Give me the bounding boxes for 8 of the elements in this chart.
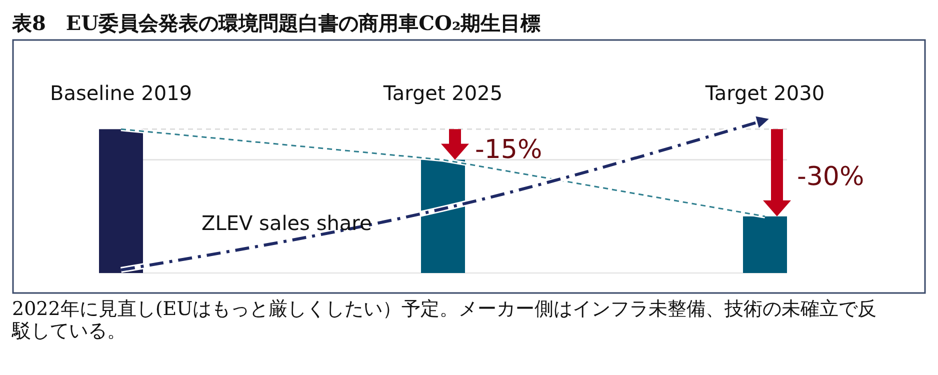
- annotation: -15%: [475, 134, 542, 165]
- annotation: -30%: [797, 162, 864, 192]
- x-tick-label: Baseline 2019: [50, 81, 192, 105]
- chart-title: 表8 EU委員会発表の環境問題白書の商用車CO₂期生目標: [11, 11, 541, 35]
- series-label: ZLEV sales share: [202, 211, 372, 236]
- text: 2022年に見直し(EUはもっと厳しくしたい）予定。メーカー側はインフラ未整備、技術の未確立で反駁している。: [10, 298, 878, 342]
- x-tick-label: Target 2030: [704, 81, 825, 105]
- x-tick-label: Target 2025: [382, 81, 503, 105]
